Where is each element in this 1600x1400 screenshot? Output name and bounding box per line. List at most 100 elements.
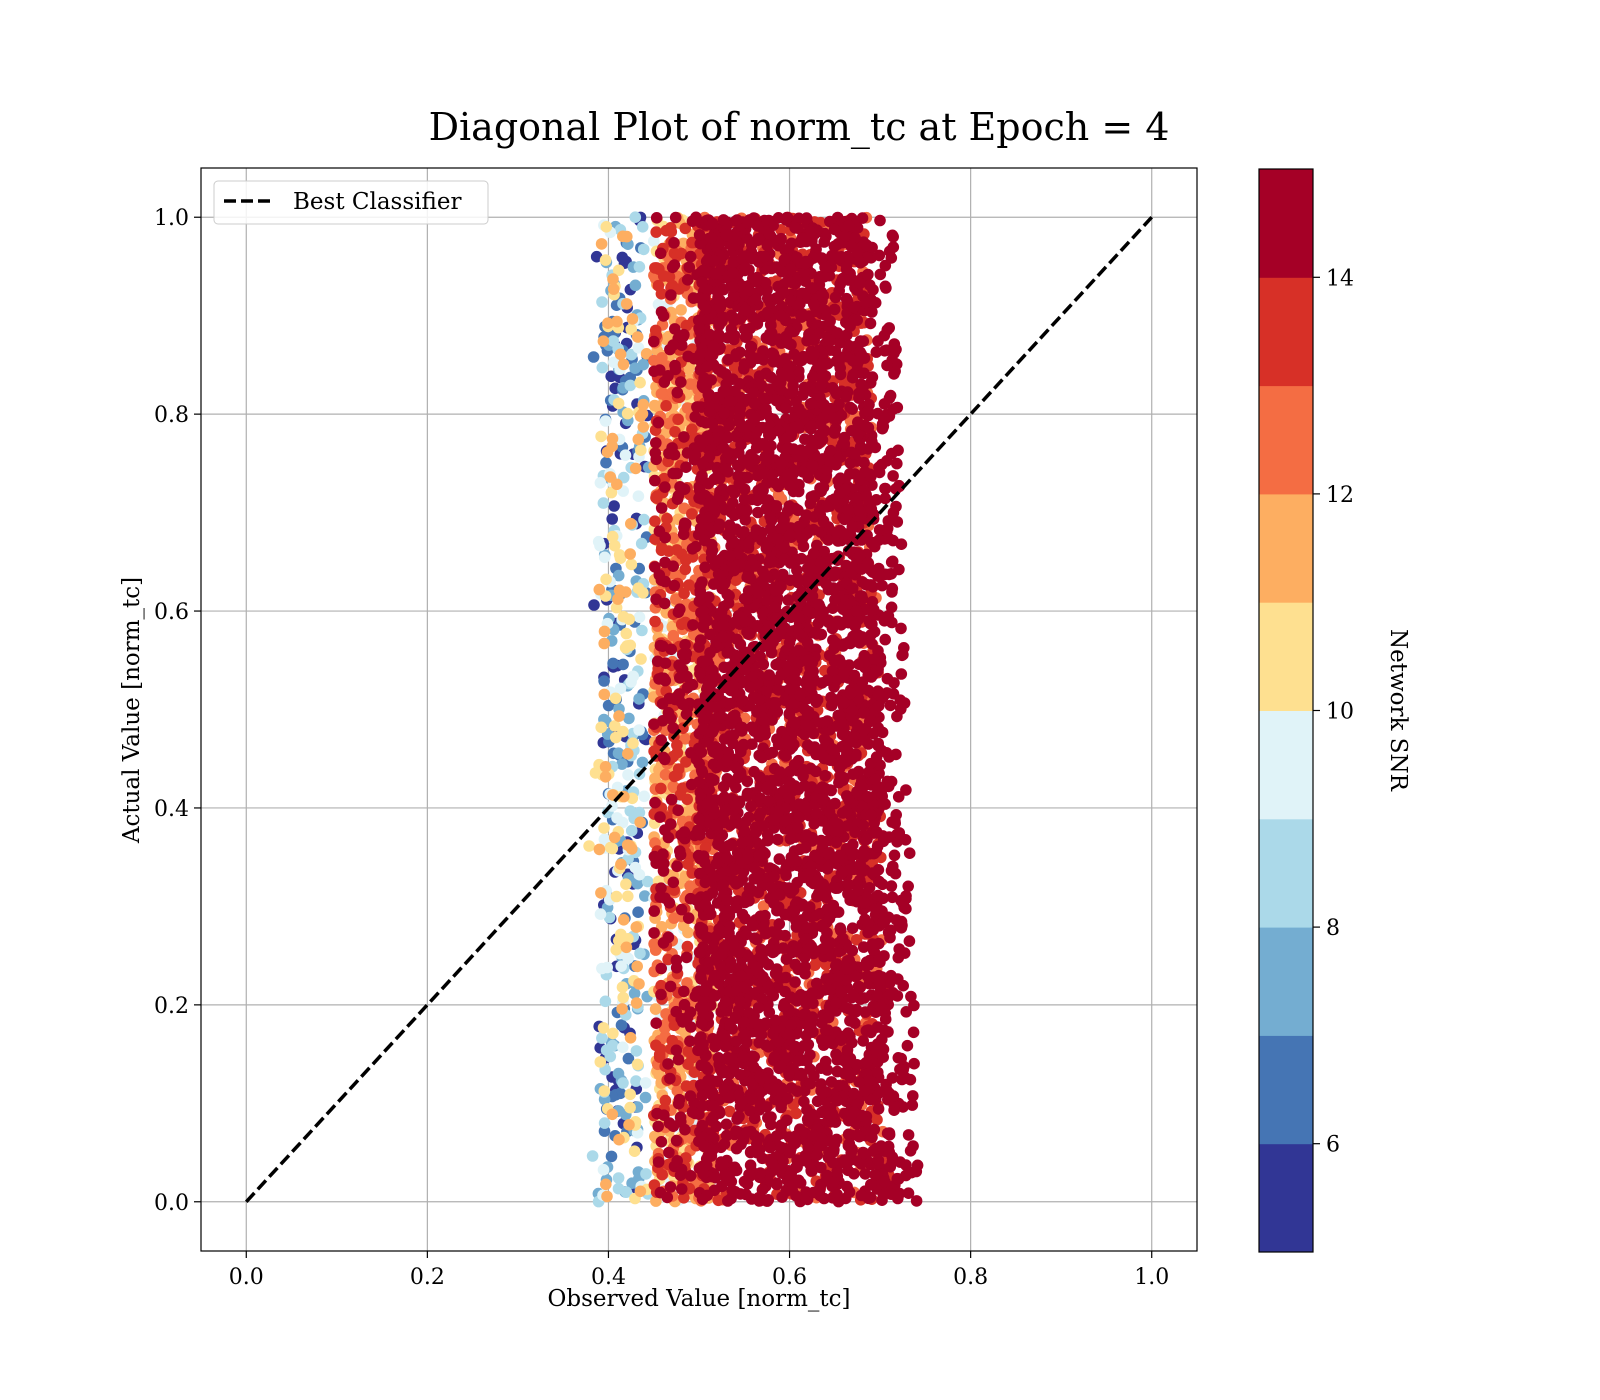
scatter-point: [655, 734, 667, 746]
scatter-point: [598, 637, 610, 650]
scatter-point: [632, 582, 645, 594]
scatter-point: [728, 487, 741, 499]
scatter-point: [887, 470, 899, 482]
scatter-point: [654, 1043, 667, 1056]
scatter-point: [624, 1088, 636, 1101]
scatter-point: [684, 880, 696, 892]
scatter-point: [842, 1027, 854, 1039]
scatter-point: [624, 1032, 637, 1044]
scatter-point: [684, 1035, 696, 1047]
scatter-point: [602, 699, 615, 712]
scatter-point: [659, 1094, 672, 1107]
scatter-point: [678, 431, 690, 443]
scatter-point: [671, 493, 684, 506]
scatter-point: [664, 222, 677, 234]
scatter-point: [622, 952, 634, 965]
scatter-point: [674, 789, 687, 801]
scatter-point: [857, 819, 869, 832]
scatter-point: [657, 270, 670, 282]
scatter-point: [637, 243, 650, 256]
scatter-point: [649, 1003, 662, 1015]
scatter-point: [686, 423, 698, 436]
scatter-point: [662, 1058, 674, 1070]
scatter-point: [621, 407, 634, 420]
scatter-point: [634, 376, 646, 389]
scatter-point: [725, 838, 738, 850]
scatter-point: [731, 847, 744, 859]
scatter-point: [680, 319, 693, 332]
scatter-point: [678, 587, 690, 600]
scatter-point: [655, 988, 667, 1001]
scatter-point: [590, 250, 603, 263]
scatter-point: [621, 230, 633, 243]
scatter-point: [632, 490, 645, 503]
scatter-point: [671, 1084, 684, 1097]
scatter-point: [897, 1101, 909, 1113]
scatter-point: [682, 1058, 694, 1070]
scatter-point: [612, 1067, 625, 1080]
scatter-point: [604, 841, 617, 854]
scatter-point: [730, 1035, 742, 1048]
scatter-point: [800, 1154, 812, 1166]
scatter-point: [612, 569, 625, 582]
scatter-point: [610, 731, 622, 744]
scatter-point: [632, 433, 645, 446]
scatter-point: [652, 1156, 665, 1168]
scatter-point: [636, 624, 648, 637]
scatter-point: [669, 323, 681, 335]
scatter-point: [694, 634, 707, 646]
scatter-point: [593, 843, 606, 856]
scatter-point: [603, 911, 616, 924]
scatter-point: [613, 1133, 625, 1146]
scatter-point: [654, 811, 666, 823]
scatter-point: [611, 478, 623, 491]
scatter-point: [630, 921, 643, 933]
scatter-point: [828, 427, 841, 439]
scatter-point: [686, 508, 698, 520]
scatter-point: [595, 430, 607, 443]
scatter-point: [649, 944, 662, 956]
scatter-point: [828, 303, 841, 316]
scatter-point: [596, 1032, 608, 1044]
scatter-point: [625, 676, 637, 688]
scatter-point: [845, 1004, 858, 1016]
scatter-point: [653, 525, 666, 537]
scatter-point: [649, 796, 661, 809]
scatter-point: [678, 483, 691, 496]
scatter-point: [682, 858, 694, 870]
scatter-point: [607, 657, 619, 670]
scatter-point: [613, 549, 626, 561]
scatter-point: [599, 771, 612, 783]
scatter-point: [636, 756, 649, 769]
scatter-point: [649, 474, 661, 487]
scatter-point: [906, 1099, 919, 1111]
scatter-point: [638, 790, 650, 803]
scatter-point: [879, 1013, 892, 1025]
scatter-point: [667, 532, 680, 544]
scatter-point: [903, 847, 916, 859]
scatter-point: [596, 361, 609, 374]
scatter-point: [691, 401, 703, 413]
scatter-point: [670, 1044, 683, 1057]
scatter-point: [600, 456, 612, 469]
scatter-point: [671, 386, 684, 399]
scatter-point: [617, 358, 630, 371]
scatter-point: [679, 733, 691, 745]
scatter-point: [670, 593, 682, 605]
scatter-point: [655, 544, 668, 557]
scatter-point: [671, 769, 683, 782]
scatter-point: [667, 722, 679, 734]
scatter-point: [817, 481, 830, 494]
scatter-point: [640, 348, 653, 360]
scatter-point: [871, 1113, 883, 1126]
scatter-point: [663, 1146, 675, 1159]
scatter-point: [650, 1195, 662, 1207]
scatter-point: [831, 1065, 844, 1078]
scatter-point: [682, 1045, 695, 1058]
scatter-point: [668, 579, 681, 592]
scatter-point: [635, 653, 647, 665]
scatter-point: [624, 1101, 636, 1114]
scatter-point: [712, 1194, 725, 1207]
scatter-point: [602, 317, 614, 330]
scatter-point: [682, 912, 695, 924]
